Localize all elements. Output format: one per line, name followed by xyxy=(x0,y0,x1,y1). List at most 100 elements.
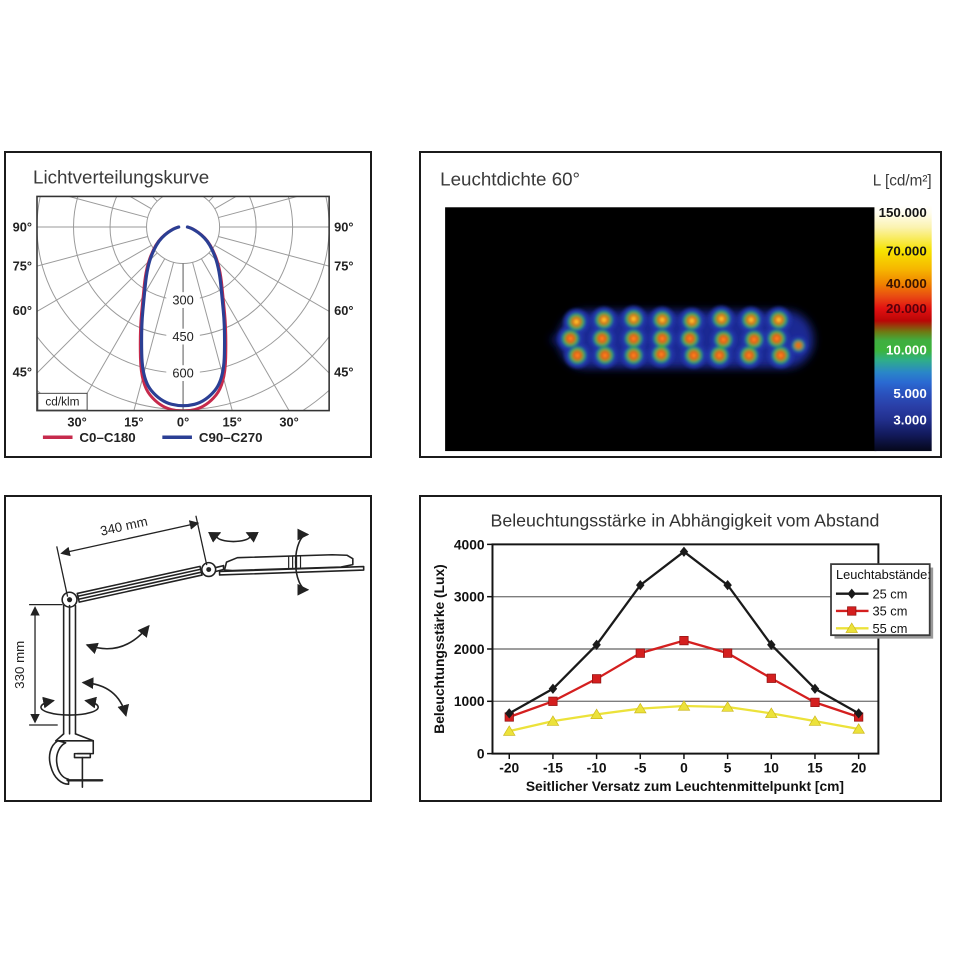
legend-title: Leuchtabstände: xyxy=(836,567,931,582)
hotspot-layer-3 xyxy=(573,319,580,325)
y-tick-label: 2000 xyxy=(454,641,485,657)
hotspot-layer-3 xyxy=(630,352,637,358)
scale-label: 5.000 xyxy=(893,386,926,401)
panel-title: Leuchtdichte 60° xyxy=(440,169,580,190)
marker-diamond xyxy=(723,580,732,591)
lamp-head-plate xyxy=(218,565,365,576)
clamp-pad xyxy=(73,752,92,759)
dim-330-label: 330 mm xyxy=(12,641,27,689)
polar-plot: 300 450 600 90° 90° 75° 75° 60° 60° 45° 45° 30° 15° 0… xyxy=(13,195,353,445)
polar-radial-line xyxy=(214,244,330,312)
hotspot-layer-3 xyxy=(718,316,725,322)
angle-label-bottom: 30° xyxy=(67,414,86,429)
panel-illuminance-chart: Beleuchtungsstärke in Abhängigkeit vom A… xyxy=(419,495,942,802)
marker-square xyxy=(766,673,776,683)
marker-triangle xyxy=(546,715,560,726)
x-tick-label: -5 xyxy=(634,759,647,775)
angle-label-bottom: 15° xyxy=(223,414,242,429)
dimensions xyxy=(29,515,208,726)
hotspot-layer-3 xyxy=(567,335,574,342)
marker-diamond xyxy=(505,708,514,719)
hotspot-layer-3 xyxy=(659,317,665,323)
ring-label-backing xyxy=(166,328,200,345)
luminance-image xyxy=(549,305,814,369)
dim-330-extensions xyxy=(29,603,63,726)
polar-border xyxy=(36,195,330,412)
hotspot-layer-3 xyxy=(630,316,637,322)
illuminance-chart: Beleuchtungsstärke in Abhängigkeit vom A… xyxy=(431,511,934,794)
polar-radial-line xyxy=(36,235,148,267)
polar-radial-line xyxy=(208,196,215,202)
marker-square xyxy=(810,697,820,707)
polar-radial-line xyxy=(218,235,330,267)
marker-triangle xyxy=(808,715,822,726)
lamp-outline xyxy=(48,553,365,788)
polar-radial-line xyxy=(208,252,330,374)
polar-radial-line xyxy=(66,196,148,219)
head-joint xyxy=(201,561,217,578)
clamp-body xyxy=(48,739,70,785)
polar-radial-line xyxy=(133,262,175,411)
y-tick-label: 0 xyxy=(477,746,485,762)
y-tick-label: 4000 xyxy=(454,536,485,552)
y-tick-label: 1000 xyxy=(454,693,485,709)
angle-label-right: 60° xyxy=(334,303,353,318)
polar-radial-line xyxy=(36,252,158,374)
legend-item-label: 55 cm xyxy=(872,621,907,636)
hotspot-layer-3 xyxy=(658,351,664,358)
x-tick-label: 0 xyxy=(680,759,688,775)
color-scale-bar xyxy=(874,205,932,452)
led-hotspots xyxy=(557,305,808,369)
hotspot-layer-3 xyxy=(778,352,784,358)
angle-label-bottom: 0° xyxy=(177,414,189,429)
x-axis-label: Seitlicher Versatz zum Leuchtenmittelpun… xyxy=(526,778,844,794)
x-tick-label: 15 xyxy=(807,759,823,775)
ring-label: 450 xyxy=(172,329,193,344)
hotspot-layer-3 xyxy=(630,335,637,342)
x-tick-label: -15 xyxy=(543,759,563,775)
hotspot-layer-3 xyxy=(720,336,727,343)
polar-curves xyxy=(138,225,228,411)
marker-triangle xyxy=(721,701,734,712)
legend-box xyxy=(830,563,931,637)
polar-radial-line xyxy=(200,258,290,411)
ring-label: 300 xyxy=(172,293,193,308)
x-tick-label: 5 xyxy=(724,759,732,775)
hotspot-layer-3 xyxy=(601,317,607,323)
polar-radial-line xyxy=(36,244,152,312)
panel-light-distribution: Lichtverteilungskurve 300 450 600 90° 90° 75°… xyxy=(4,151,372,458)
legend-item-label: 35 cm xyxy=(872,604,907,619)
y-tick-label: 3000 xyxy=(454,589,485,605)
line-chart-plot: 0 1000 2000 3000 4000 -20 -15 -10 -5 0 5 10 15 20 Leuc… xyxy=(454,536,934,775)
marker-square xyxy=(679,636,689,646)
polar-radial-line xyxy=(192,262,233,411)
hotspot-layer-3 xyxy=(602,352,608,358)
hotspot-layer-3 xyxy=(751,336,757,343)
head-link xyxy=(214,564,225,573)
marker-square xyxy=(847,606,857,616)
upper-arm xyxy=(76,565,203,603)
x-tick-label: 20 xyxy=(851,759,867,775)
lamp-post xyxy=(62,604,77,735)
plot-border xyxy=(491,543,880,755)
scale-label: 20.000 xyxy=(886,301,927,316)
elbow-joint xyxy=(61,591,78,608)
y-axis-label: Beleuchtungsstärke (Lux) xyxy=(431,564,447,733)
polar-radial-line xyxy=(214,196,238,210)
ring-label: 600 xyxy=(172,366,193,381)
x-tick-label: -10 xyxy=(587,759,607,775)
dim-340-line xyxy=(60,520,200,557)
arm-technical-drawing: 340 mm 330 mm xyxy=(12,514,365,788)
unit-box-label: cd/klm xyxy=(45,395,79,409)
polar-radial-line xyxy=(218,196,300,219)
ring-label-backing xyxy=(166,365,200,381)
scale-label: 40.000 xyxy=(886,276,927,291)
marker-triangle xyxy=(852,723,865,734)
hotspot-layer-3 xyxy=(574,352,581,358)
lower-swing-arrow xyxy=(81,677,130,717)
marker-triangle xyxy=(633,702,647,714)
lamp-head-grille xyxy=(288,555,302,569)
angle-label-right: 45° xyxy=(334,365,353,380)
marker-diamond xyxy=(854,708,863,719)
